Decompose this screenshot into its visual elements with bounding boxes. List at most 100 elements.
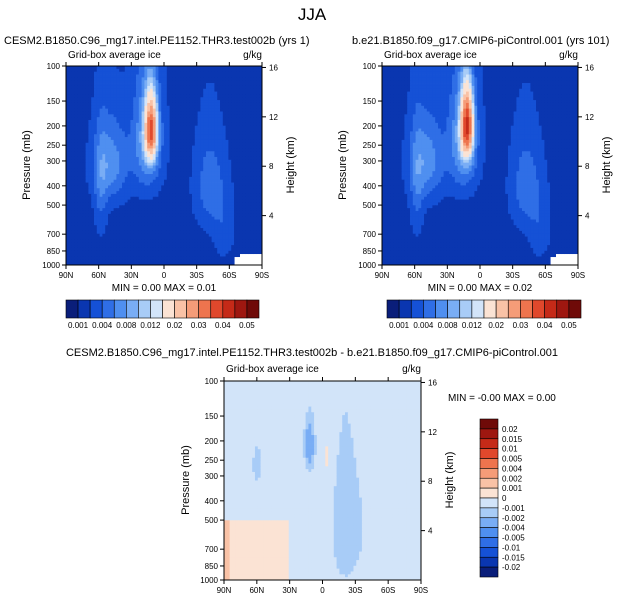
field-cell <box>245 222 249 226</box>
field-cell <box>208 74 212 78</box>
field-cell <box>197 233 201 237</box>
field-cell <box>141 247 145 252</box>
field-cell <box>250 105 254 110</box>
field-cell <box>208 199 212 203</box>
field-cell <box>124 253 128 257</box>
field-cell <box>138 179 142 183</box>
field-cell <box>384 66 388 70</box>
field-cell <box>231 151 235 155</box>
field-cell <box>124 125 128 129</box>
field-cell <box>256 222 260 226</box>
field-cell <box>68 148 72 152</box>
field-cell <box>239 120 243 124</box>
field-cell <box>178 83 182 87</box>
field-cell <box>250 213 254 218</box>
field-cell <box>127 128 131 132</box>
field-cell <box>99 94 103 98</box>
field-cell <box>211 225 215 229</box>
field-cell <box>248 247 252 252</box>
field-cell <box>519 66 523 70</box>
field-cell <box>155 117 159 121</box>
field-cell <box>85 188 89 192</box>
field-cell <box>248 196 252 201</box>
field-cell <box>147 210 151 215</box>
field-cell <box>239 228 243 232</box>
field-cell <box>248 66 252 70</box>
field-cell <box>236 154 240 158</box>
field-cell <box>231 114 235 118</box>
field-cell <box>88 182 92 186</box>
field-cell <box>102 83 106 87</box>
field-cell <box>228 83 232 87</box>
field-cell <box>110 85 114 90</box>
field-cell <box>94 233 98 237</box>
field-cell <box>217 114 221 118</box>
field-cell <box>133 205 137 209</box>
field-cell <box>200 134 204 138</box>
field-cell <box>74 131 78 135</box>
field-cell <box>234 68 238 73</box>
field-cell <box>88 154 92 158</box>
field-cell <box>88 162 92 166</box>
field-cell <box>166 174 170 178</box>
field-cell <box>94 182 98 186</box>
field-cell <box>119 122 123 127</box>
field-cell <box>245 239 249 243</box>
field-cell <box>136 71 140 75</box>
field-cell <box>102 219 106 223</box>
field-cell <box>236 83 240 87</box>
field-cell <box>152 202 156 206</box>
field-cell <box>169 253 173 257</box>
field-cell <box>94 148 98 152</box>
field-cell <box>220 122 224 127</box>
field-cell <box>94 193 98 198</box>
field-cell <box>164 80 168 84</box>
field-cell <box>68 193 72 198</box>
field-cell <box>66 242 70 246</box>
field-cell <box>99 111 103 115</box>
field-cell <box>66 239 70 243</box>
field-cell <box>231 174 235 178</box>
field-cell <box>234 205 238 209</box>
field-cell <box>91 88 95 92</box>
field-cell <box>256 205 260 209</box>
field-cell <box>186 165 190 169</box>
field-cell <box>113 202 117 206</box>
field-cell <box>166 165 170 169</box>
field-cell <box>138 256 142 260</box>
field-cell <box>138 193 142 198</box>
field-cell <box>194 97 198 101</box>
field-cell <box>197 131 201 135</box>
field-cell <box>66 191 70 195</box>
field-cell <box>158 94 162 98</box>
field-cell <box>82 222 86 226</box>
field-cell <box>136 66 140 70</box>
field-cell <box>248 91 252 95</box>
field-cell <box>203 210 207 215</box>
field-cell <box>175 120 179 124</box>
field-cell <box>138 236 142 240</box>
field-cell <box>194 193 198 198</box>
field-cell <box>169 145 173 149</box>
field-cell <box>175 142 179 146</box>
field-cell <box>245 108 249 112</box>
field-cell <box>124 120 128 124</box>
field-cell <box>220 239 224 243</box>
field-cell <box>496 66 500 70</box>
field-cell <box>253 191 257 195</box>
field-cell <box>169 156 173 161</box>
field-cell <box>242 199 246 203</box>
field-cell <box>94 66 98 70</box>
field-cell <box>161 114 165 118</box>
field-cell <box>108 154 112 158</box>
field-cell <box>505 66 509 70</box>
field-cell <box>189 205 193 209</box>
field-cell <box>113 105 117 110</box>
field-cell <box>80 210 84 215</box>
x-tick-label: 0 <box>162 271 167 280</box>
field-cell <box>116 202 120 206</box>
field-cell <box>74 216 78 220</box>
field-cell <box>206 233 210 237</box>
field-cell <box>133 174 137 178</box>
field-cell <box>113 222 117 226</box>
